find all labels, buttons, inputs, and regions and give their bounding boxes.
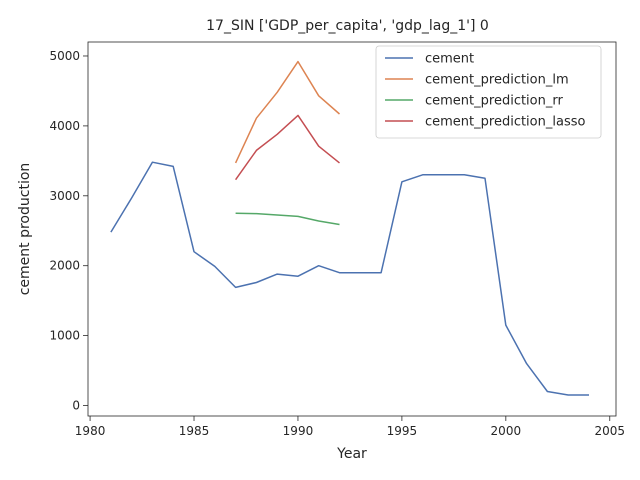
x-tick-label: 2000 bbox=[491, 424, 522, 438]
legend-label: cement_prediction_lasso bbox=[425, 115, 585, 130]
x-tick-label: 1995 bbox=[387, 424, 418, 438]
x-axis-label: Year bbox=[336, 446, 367, 462]
series-line-cement-prediction-lm bbox=[234, 60, 340, 164]
legend-label: cement_prediction_rr bbox=[425, 94, 563, 109]
y-tick-label: 4000 bbox=[49, 119, 80, 133]
x-axis: 1980 1985 1990 1995 2000 2005 bbox=[75, 416, 625, 438]
x-tick-label: 1980 bbox=[75, 424, 106, 438]
plot-area bbox=[87, 41, 617, 417]
x-tick-label: 1985 bbox=[179, 424, 210, 438]
legend-label: cement_prediction_lm bbox=[425, 73, 569, 88]
y-tick-label: 0 bbox=[72, 399, 80, 413]
chart-title: 17_SIN ['GDP_per_capita', 'gdp_lag_1'] 0 bbox=[206, 18, 489, 34]
legend-box bbox=[375, 45, 602, 139]
x-tick-label: 1990 bbox=[283, 424, 314, 438]
series-line-cement-prediction-rr bbox=[235, 212, 340, 226]
y-tick-label: 3000 bbox=[49, 189, 80, 203]
legend: cement cement_prediction_lm cement_predict… bbox=[375, 45, 602, 139]
series-line-cement bbox=[110, 161, 589, 396]
y-tick-label: 2000 bbox=[49, 259, 80, 273]
series-lines bbox=[110, 60, 589, 396]
y-tick-label: 1000 bbox=[49, 329, 80, 343]
legend-label: cement bbox=[425, 52, 474, 67]
x-tick-label: 2005 bbox=[594, 424, 625, 438]
y-tick-label: 5000 bbox=[49, 49, 80, 63]
y-axis-label: cement production bbox=[17, 163, 33, 296]
series-line-cement-prediction-lasso bbox=[234, 114, 340, 181]
y-axis: 0 1000 2000 3000 4000 5000 bbox=[49, 49, 88, 413]
